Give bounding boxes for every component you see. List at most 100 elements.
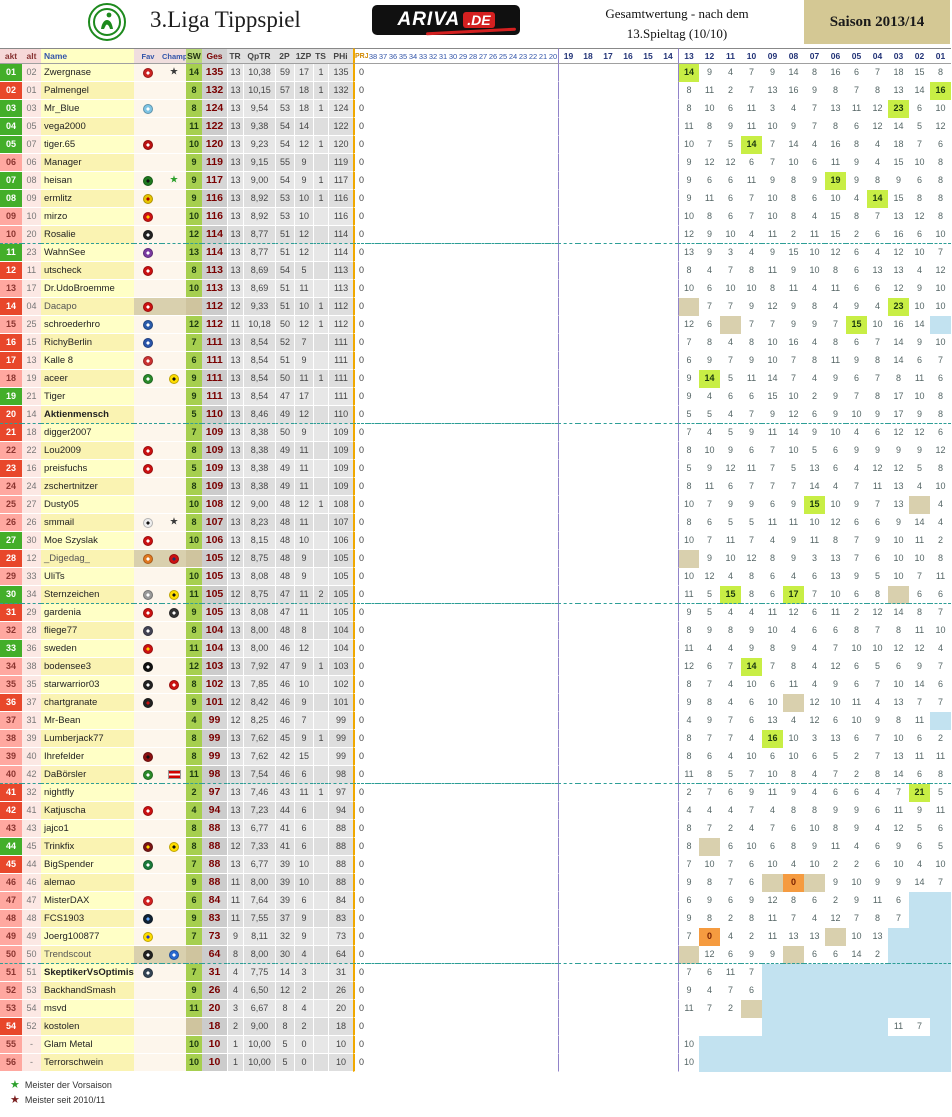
player-row: 21 18 digger2007 7 109 13 8,38 50 9 109 0 7 4 5 9 11 14 9… bbox=[0, 424, 951, 442]
future-matchday-cell bbox=[638, 172, 658, 190]
future-matchday-cell bbox=[458, 820, 468, 838]
matchday-points-cell: 7 bbox=[748, 319, 754, 329]
future-matchday-cell bbox=[418, 694, 428, 712]
matchday-wins: 1 bbox=[313, 658, 328, 676]
future-matchday-cell bbox=[398, 442, 408, 460]
rank-previous: 44 bbox=[22, 856, 41, 874]
matchday-points-cell: 4 bbox=[706, 427, 712, 437]
points-history: 101 bbox=[328, 694, 353, 712]
future-matchday-cell bbox=[438, 262, 448, 280]
future-matchday-cell bbox=[508, 838, 518, 856]
matchday-points-cell: 7 bbox=[706, 823, 712, 833]
future-matchday-cell bbox=[508, 406, 518, 424]
matchday-points-cell: 11 bbox=[893, 1021, 904, 1031]
future-matchday-cell bbox=[478, 100, 488, 118]
one-point-count: 17 bbox=[294, 64, 313, 82]
rank-current: 25 bbox=[0, 496, 22, 514]
one-point-count: 5 bbox=[294, 262, 313, 280]
matchday-points-cell: 17 bbox=[888, 406, 909, 424]
future-matchday-cell bbox=[448, 928, 458, 946]
future-matchday-cell bbox=[438, 460, 448, 478]
matchday-points-cell: 15 bbox=[767, 391, 778, 401]
rounds-played: 12 bbox=[227, 298, 243, 316]
points-per-round: 9,54 bbox=[243, 100, 275, 118]
matchday-points-cell: 6 bbox=[916, 103, 922, 113]
future-matchday-cell bbox=[518, 334, 528, 352]
rank-current: 06 bbox=[0, 154, 22, 172]
matchday-points-cell: 8 bbox=[706, 877, 712, 887]
matchday-col-header: 31 bbox=[438, 48, 448, 64]
future-matchday-cell bbox=[518, 1000, 528, 1018]
future-matchday-cell bbox=[378, 946, 388, 964]
future-matchday-cell bbox=[378, 496, 388, 514]
champion-pick-cell bbox=[162, 478, 186, 496]
points-history: 99 bbox=[328, 748, 353, 766]
rounds-played: 1 bbox=[227, 1036, 243, 1054]
two-point-count: 51 bbox=[275, 298, 294, 316]
matchday-points-cell: 8 bbox=[678, 478, 699, 496]
matchday-points-cell: 10 bbox=[851, 643, 862, 653]
matchday-points-cell: 6 bbox=[678, 352, 699, 370]
future-matchday-cell bbox=[548, 370, 558, 388]
future-matchday-cell bbox=[638, 1054, 658, 1072]
two-point-count: 51 bbox=[275, 244, 294, 262]
future-matchday-cell bbox=[538, 676, 548, 694]
future-matchday-cell bbox=[548, 334, 558, 352]
player-name: gardenia bbox=[41, 604, 134, 622]
future-matchday-cell bbox=[408, 676, 418, 694]
rank-previous: 12 bbox=[22, 550, 41, 568]
matchday-points-cell: 10 bbox=[935, 283, 946, 293]
matchday-points-cell bbox=[909, 982, 930, 1000]
rounds-played: 9 bbox=[227, 928, 243, 946]
future-matchday-cell bbox=[418, 100, 428, 118]
matchday-points-cell: 7 bbox=[727, 301, 733, 311]
future-matchday-cell bbox=[438, 910, 448, 928]
future-matchday-cell bbox=[638, 550, 658, 568]
future-matchday-cell bbox=[538, 118, 548, 136]
favorite-club-cell bbox=[134, 838, 162, 856]
future-matchday-cell bbox=[578, 928, 598, 946]
future-matchday-cell bbox=[478, 514, 488, 532]
future-matchday-cell bbox=[498, 1054, 508, 1072]
future-matchday-cell bbox=[578, 586, 598, 604]
future-matchday-cell bbox=[418, 226, 428, 244]
future-matchday-cell bbox=[418, 280, 428, 298]
two-point-count: 46 bbox=[275, 640, 294, 658]
rank-previous: 31 bbox=[22, 712, 41, 730]
player-row: 14 04 Dacapo 112 12 9,33 51 10 1 112 0 7 7 9 12 9 8 4 9 4 23… bbox=[0, 298, 951, 316]
points-history: 103 bbox=[328, 658, 353, 676]
projection: 0 bbox=[353, 694, 368, 712]
matchday-points-cell: 14 bbox=[767, 373, 778, 383]
future-matchday-cell bbox=[518, 1018, 528, 1036]
future-matchday-cell bbox=[388, 928, 398, 946]
future-matchday-cell bbox=[418, 82, 428, 100]
future-matchday-cell bbox=[548, 442, 558, 460]
future-matchday-cell bbox=[528, 730, 538, 748]
future-matchday-cell bbox=[478, 424, 488, 442]
future-matchday-cell bbox=[458, 478, 468, 496]
club-badge-icon bbox=[143, 553, 153, 564]
favorite-club-cell bbox=[134, 604, 162, 622]
future-matchday-cell bbox=[398, 892, 408, 910]
matchday-points-cell: 6 bbox=[811, 607, 817, 617]
matchday-col-header: 12 bbox=[699, 48, 720, 64]
matchday-points-cell: 9 bbox=[853, 571, 859, 581]
one-point-count: 10 bbox=[294, 298, 313, 316]
matchday-col-header: 21 bbox=[538, 48, 548, 64]
future-matchday-cell bbox=[458, 604, 468, 622]
projection: 0 bbox=[353, 1036, 368, 1054]
future-matchday-cell bbox=[578, 1036, 598, 1054]
matchday-wins bbox=[313, 532, 328, 550]
two-point-count: 53 bbox=[275, 100, 294, 118]
future-matchday-cell bbox=[388, 856, 398, 874]
projection: 0 bbox=[353, 316, 368, 334]
projection: 0 bbox=[353, 658, 368, 676]
player-row: 47 47 MisterDAX 6 84 11 7,64 39 6 84 0 6 9 6 9 12 8 6 2 9 11… bbox=[0, 892, 951, 910]
ariva-logo[interactable]: ARIVA .DE bbox=[372, 5, 520, 36]
future-matchday-cell bbox=[598, 100, 618, 118]
future-matchday-cell bbox=[478, 982, 488, 1000]
future-matchday-cell bbox=[368, 928, 378, 946]
matchday-points-cell: 9 bbox=[853, 823, 859, 833]
matchday-points-cell: 6 bbox=[727, 103, 733, 113]
future-matchday-cell bbox=[658, 334, 678, 352]
